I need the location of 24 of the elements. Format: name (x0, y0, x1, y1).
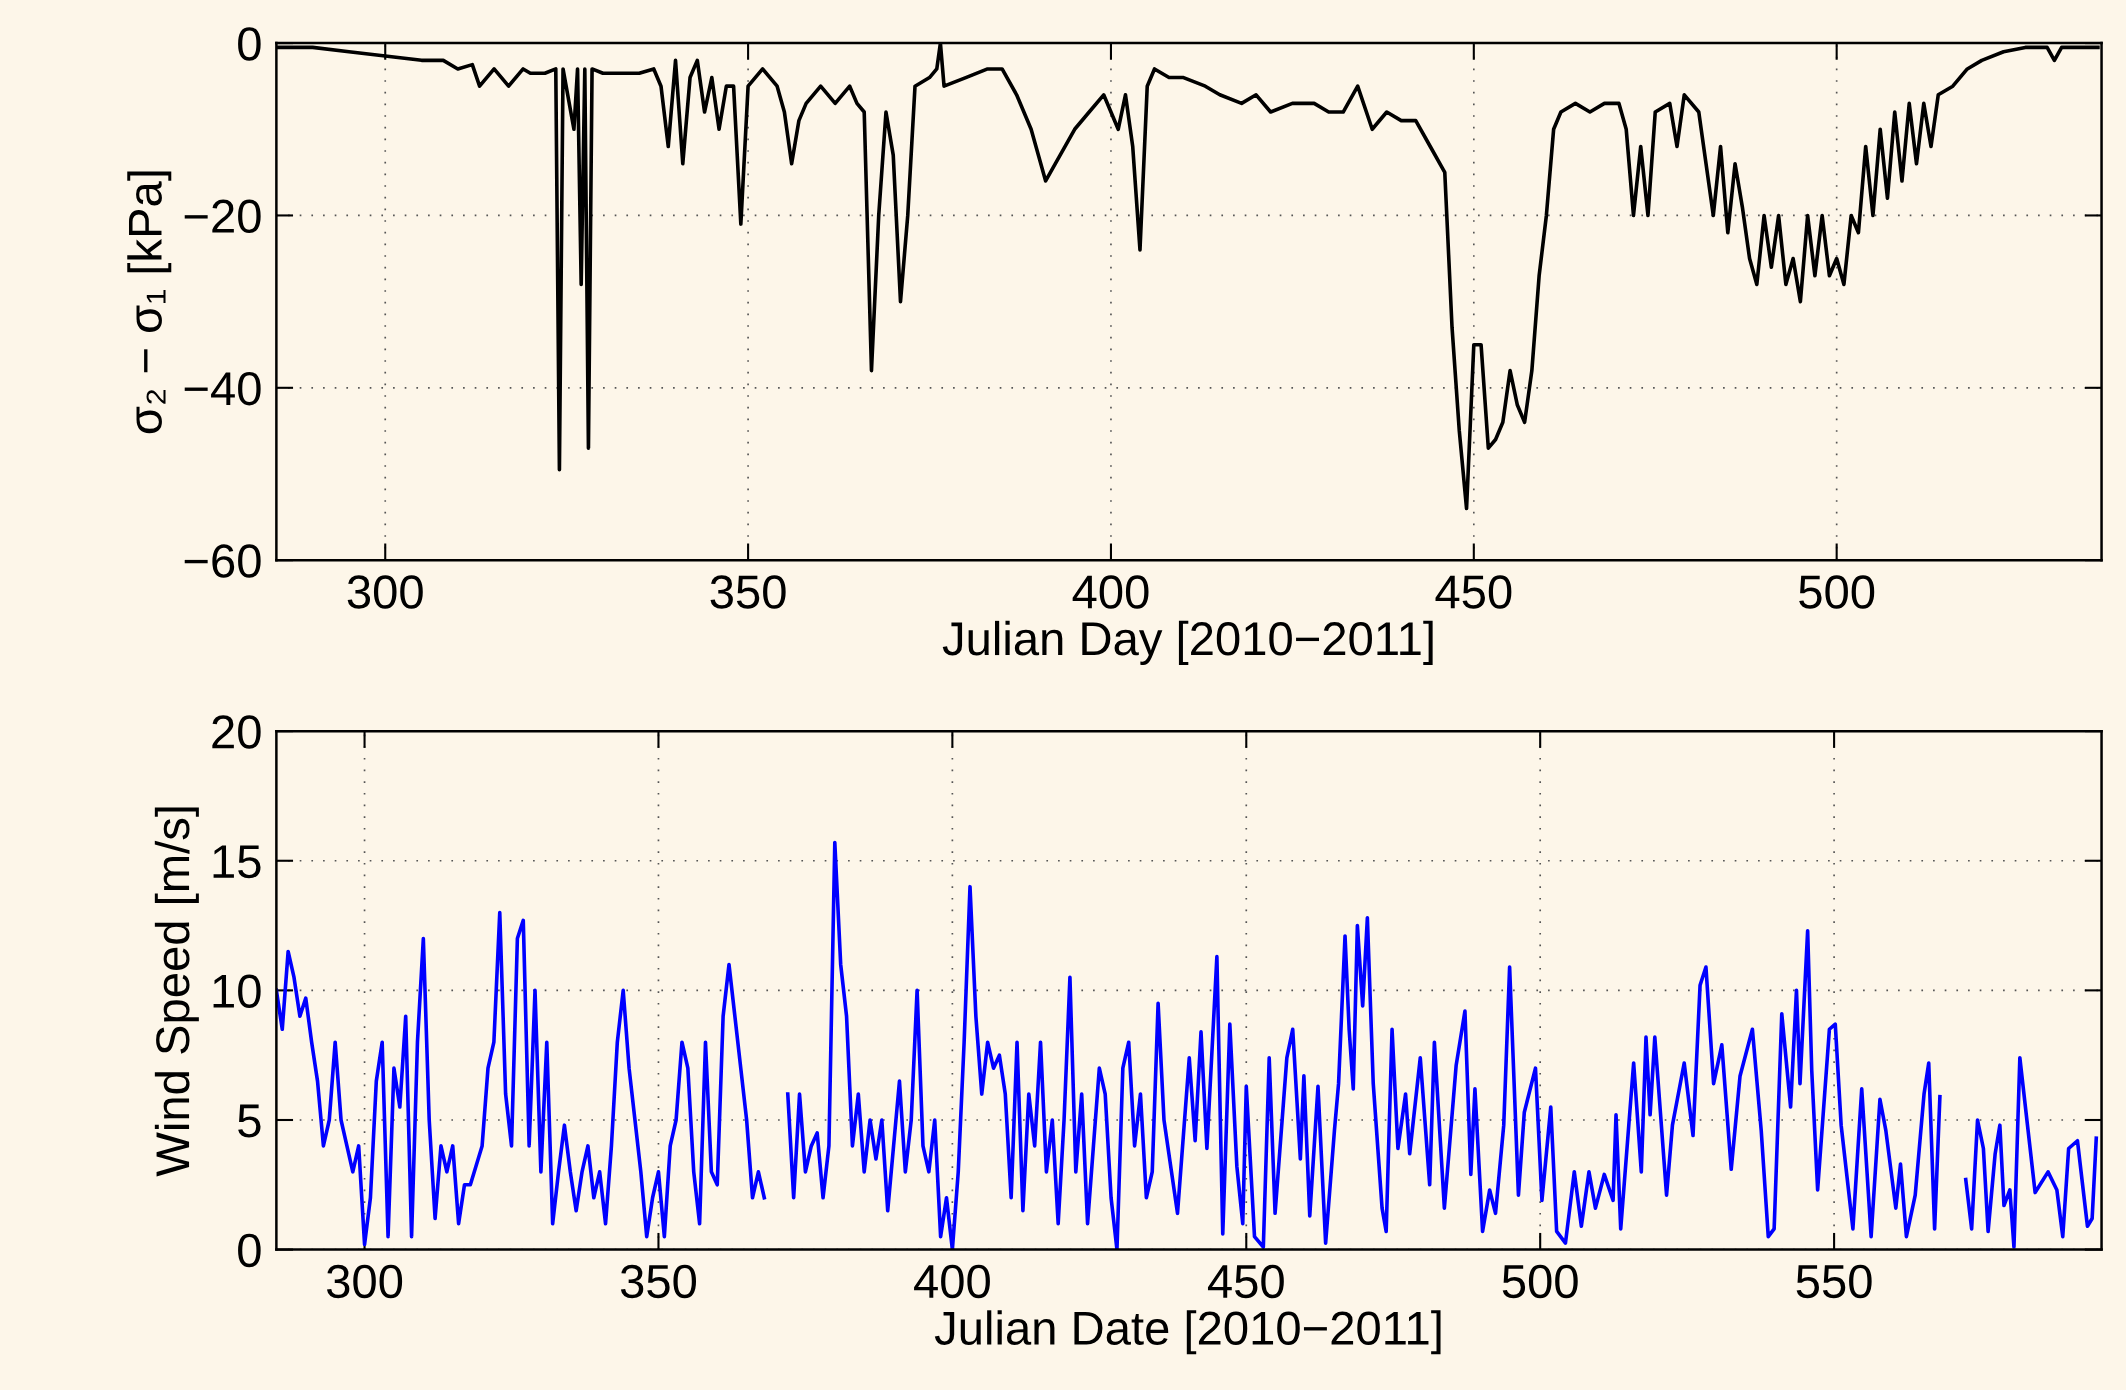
x-tick-label: 400 (914, 1264, 990, 1299)
y-tick-label: 10 (213, 974, 261, 1008)
y-tick-label: 20 (212, 715, 261, 749)
y-axis-title: Wind Speed [m/s] (154, 807, 199, 1177)
x-tick-label: 300 (326, 1264, 403, 1299)
x-tick-label: 450 (1435, 575, 1512, 609)
x-tick-label: 300 (347, 575, 423, 609)
y-tick-label: 15 (213, 845, 261, 879)
x-tick-label: 500 (1502, 1264, 1578, 1299)
x-tick-label: 400 (1072, 575, 1149, 609)
y-tick-label: 0 (238, 27, 261, 61)
x-tick-label: 350 (620, 1264, 697, 1299)
x-tick-label: 550 (1796, 1264, 1872, 1299)
x-axis-title: Julian Day [2010−2011] (942, 620, 1433, 665)
y-tick-label: 0 (238, 1233, 261, 1268)
y-tick-label: −60 (184, 544, 261, 578)
x-tick-label: 450 (1207, 1264, 1284, 1299)
y-tick-label: −20 (184, 199, 261, 234)
y-tick-label: 5 (238, 1104, 261, 1138)
x-tick-label: 350 (710, 575, 786, 609)
y-tick-label: −40 (184, 371, 261, 406)
y-axis-title: σ₂ − σ₁ [kPa] (127, 171, 172, 434)
x-axis-title: Julian Date [2010−2011] (934, 1310, 1441, 1355)
x-tick-label: 500 (1799, 575, 1875, 609)
